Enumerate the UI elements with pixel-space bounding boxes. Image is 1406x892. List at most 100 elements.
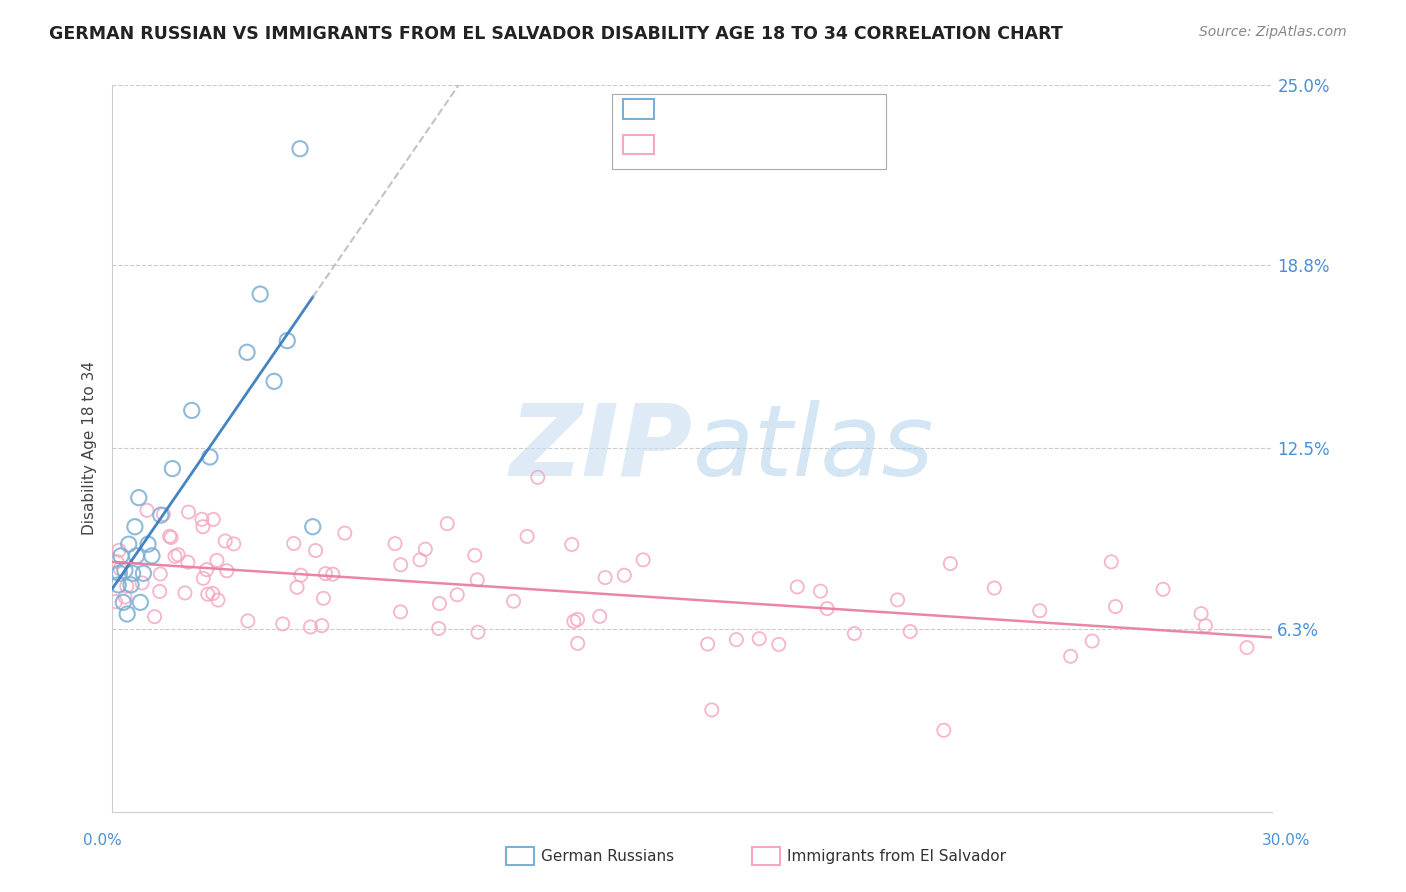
Point — [815, 601, 838, 615]
Point — [162, 461, 184, 475]
Point — [1152, 582, 1174, 597]
Point — [1189, 607, 1212, 621]
Point — [118, 537, 141, 551]
Point — [115, 579, 138, 593]
Point — [516, 529, 538, 543]
Point — [114, 563, 136, 577]
Point — [141, 549, 163, 563]
Point — [193, 571, 215, 585]
Text: Immigrants from El Salvador: Immigrants from El Salvador — [787, 849, 1007, 863]
Point — [107, 578, 129, 592]
Point — [983, 581, 1005, 595]
Point — [467, 625, 489, 640]
Point — [389, 605, 412, 619]
Point — [283, 536, 305, 550]
Point — [696, 637, 718, 651]
Point — [1029, 604, 1052, 618]
Point — [263, 375, 285, 389]
Point — [446, 588, 468, 602]
Point — [191, 512, 214, 526]
Point — [201, 586, 224, 600]
Point — [299, 620, 322, 634]
Point — [810, 584, 832, 599]
Point — [748, 632, 770, 646]
Point — [121, 566, 143, 581]
Point — [613, 568, 636, 582]
Point — [249, 287, 271, 301]
Point — [198, 450, 221, 464]
Point — [567, 636, 589, 650]
Point — [768, 637, 790, 651]
Point — [465, 573, 488, 587]
Point — [409, 553, 432, 567]
Point — [589, 609, 612, 624]
Point — [939, 557, 962, 571]
Text: Source: ZipAtlas.com: Source: ZipAtlas.com — [1199, 25, 1347, 39]
Point — [163, 549, 186, 564]
Point — [114, 590, 136, 604]
Text: 0.0%: 0.0% — [83, 833, 122, 847]
Point — [159, 529, 181, 543]
Point — [427, 622, 450, 636]
Point — [593, 571, 616, 585]
Point — [898, 624, 921, 639]
Point — [389, 558, 412, 572]
Text: ZIP: ZIP — [509, 400, 693, 497]
Y-axis label: Disability Age 18 to 34: Disability Age 18 to 34 — [82, 361, 97, 535]
Point — [786, 580, 808, 594]
Point — [290, 568, 312, 582]
Point — [561, 537, 583, 551]
Point — [285, 580, 308, 594]
Point — [149, 584, 172, 599]
Point — [1104, 599, 1126, 614]
Point — [288, 142, 311, 156]
Point — [191, 519, 214, 533]
Point — [1194, 619, 1216, 633]
Point — [222, 537, 245, 551]
Point — [105, 555, 128, 569]
Point — [384, 536, 406, 550]
Point — [436, 516, 458, 531]
Point — [167, 548, 190, 562]
Point — [312, 591, 335, 606]
Point — [333, 526, 356, 541]
Point — [1099, 555, 1122, 569]
Point — [120, 578, 142, 592]
Point — [271, 616, 294, 631]
Point — [143, 609, 166, 624]
Point — [315, 566, 337, 581]
Point — [700, 703, 723, 717]
Point — [197, 587, 219, 601]
Point — [195, 563, 218, 577]
Point — [276, 334, 298, 348]
Point — [464, 549, 486, 563]
Point — [131, 575, 153, 590]
Point — [177, 505, 200, 519]
Point — [136, 503, 159, 517]
Point — [110, 549, 132, 563]
Point — [174, 586, 197, 600]
Point — [110, 562, 132, 576]
Point — [108, 543, 131, 558]
Point — [236, 614, 259, 628]
Text: atlas: atlas — [693, 400, 934, 497]
Text: 30.0%: 30.0% — [1263, 833, 1310, 847]
Point — [526, 470, 548, 484]
Point — [207, 593, 229, 607]
Point — [236, 345, 259, 359]
Point — [202, 512, 225, 526]
Point — [311, 618, 333, 632]
Point — [149, 566, 172, 581]
Point — [215, 564, 238, 578]
Text: German Russians: German Russians — [541, 849, 675, 863]
Point — [180, 403, 202, 417]
Point — [305, 543, 328, 558]
Point — [136, 537, 159, 551]
Point — [631, 553, 654, 567]
Point — [205, 553, 228, 567]
Point — [129, 595, 152, 609]
Text: R =  0.647   N = 26: R = 0.647 N = 26 — [662, 102, 811, 116]
Point — [104, 594, 127, 608]
Point — [149, 508, 172, 522]
Point — [1236, 640, 1258, 655]
